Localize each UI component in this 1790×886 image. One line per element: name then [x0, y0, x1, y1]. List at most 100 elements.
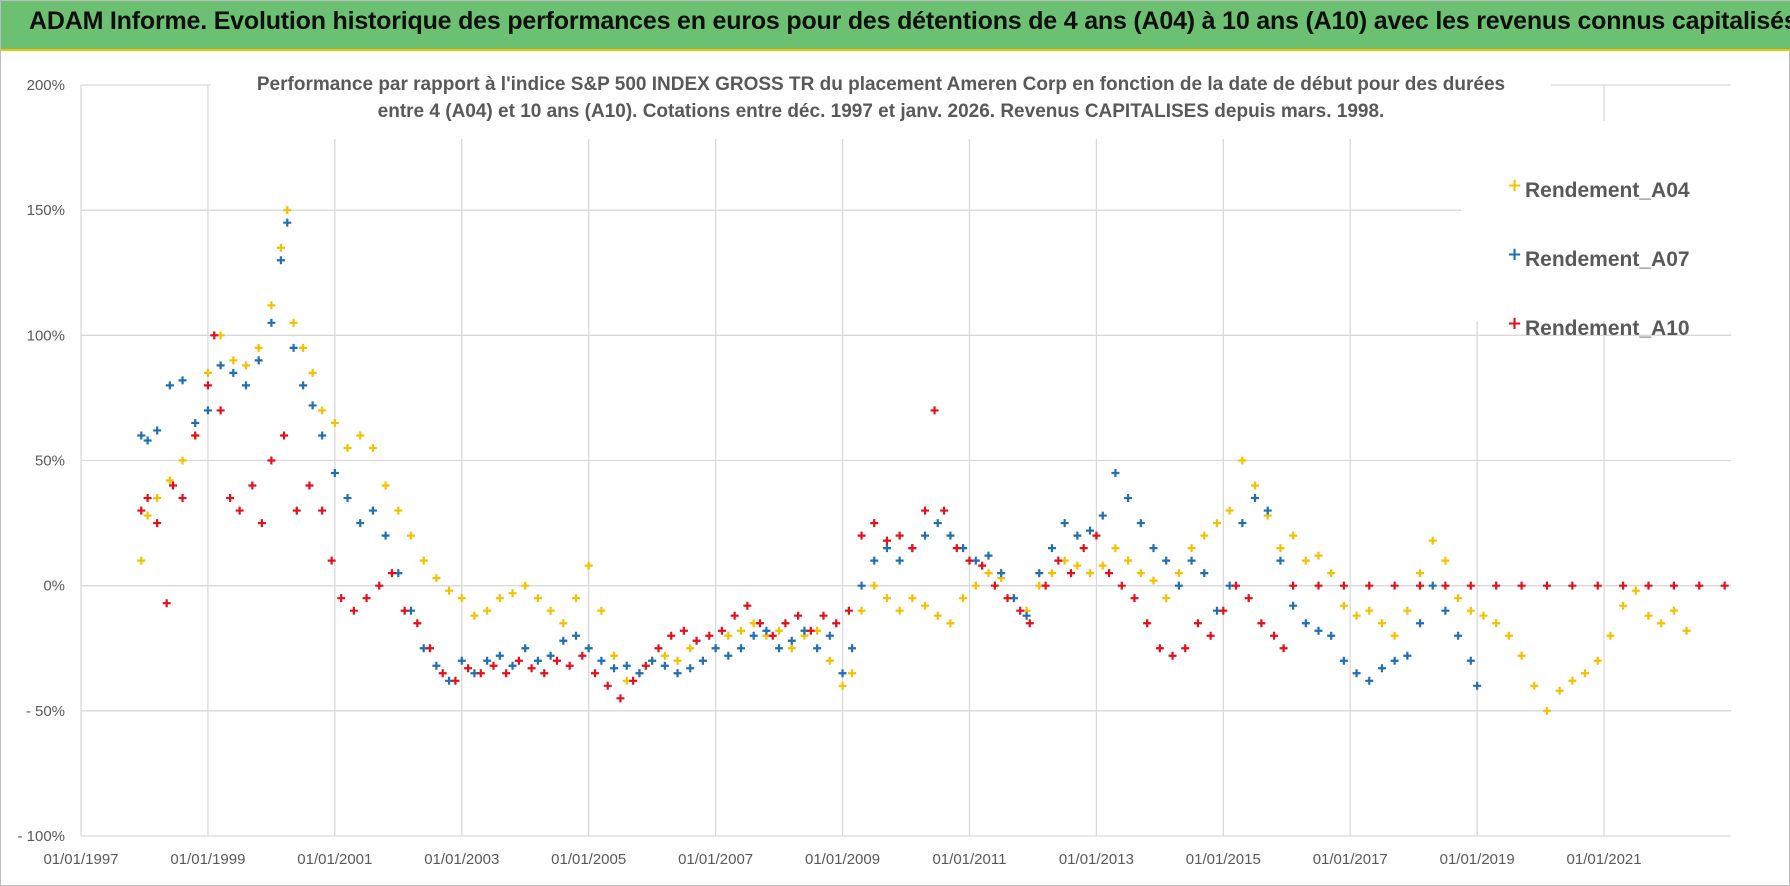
data-point	[1289, 531, 1298, 540]
data-point	[400, 606, 409, 615]
data-point	[356, 519, 365, 528]
data-point	[946, 619, 955, 628]
data-point	[1073, 561, 1082, 570]
data-point	[407, 531, 415, 540]
y-axis-labels: 200% 150% 100% 50% 0% - 50% - 100%	[17, 77, 65, 845]
data-point	[908, 594, 917, 603]
data-point	[1263, 506, 1272, 515]
y-tick-label: - 100%	[17, 828, 65, 845]
data-point	[1060, 519, 1069, 528]
data-point	[521, 581, 530, 590]
x-tick-label: 01/01/2005	[551, 851, 626, 868]
data-point	[1098, 511, 1107, 520]
data-point	[426, 644, 435, 653]
data-point	[559, 619, 568, 628]
data-point	[813, 644, 822, 653]
data-point	[673, 656, 682, 665]
data-point	[1276, 556, 1285, 565]
data-point	[743, 601, 752, 610]
data-point	[1542, 706, 1551, 715]
data-point	[1279, 644, 1288, 653]
data-point	[848, 644, 857, 653]
data-point	[394, 506, 403, 515]
data-point	[1022, 611, 1031, 620]
data-point	[1212, 519, 1221, 528]
data-point	[457, 656, 466, 665]
data-point	[1606, 631, 1615, 640]
data-point	[267, 318, 276, 327]
data-point	[908, 544, 917, 553]
data-point	[356, 431, 365, 440]
data-point	[495, 594, 504, 603]
data-point	[349, 606, 358, 615]
data-point	[318, 506, 327, 515]
data-point	[1644, 581, 1653, 590]
data-point	[749, 631, 758, 640]
data-point	[508, 661, 517, 670]
data-point	[216, 361, 225, 370]
data-point	[984, 551, 993, 560]
data-point	[1124, 494, 1133, 503]
data-point	[143, 494, 152, 503]
data-point	[572, 631, 580, 640]
data-point	[1352, 669, 1361, 678]
data-point	[698, 656, 707, 665]
data-point	[724, 631, 733, 640]
x-tick-label: 01/01/2017	[1313, 851, 1388, 868]
data-point	[292, 506, 301, 515]
data-point	[648, 656, 657, 665]
data-point	[153, 426, 162, 435]
data-point	[1669, 606, 1678, 615]
data-point	[1149, 544, 1158, 553]
chart-title-line-2: entre 4 (A04) et 10 ans (A10). Cotations…	[378, 101, 1385, 122]
data-point	[381, 481, 390, 490]
data-point	[457, 594, 466, 603]
y-tick-label: 100%	[27, 327, 65, 344]
data-point	[1441, 556, 1450, 565]
x-tick-label: 01/01/1997	[43, 851, 118, 868]
data-point	[1619, 601, 1628, 610]
data-point	[1314, 551, 1323, 560]
data-point	[844, 606, 853, 615]
data-point	[870, 581, 879, 590]
data-point	[921, 506, 930, 515]
y-tick-label: 0%	[43, 578, 65, 595]
data-point	[153, 494, 162, 503]
data-point	[1695, 581, 1704, 590]
data-point	[1244, 594, 1253, 603]
data-point	[343, 494, 352, 503]
data-point	[1047, 544, 1056, 553]
data-point	[921, 601, 930, 610]
data-point	[686, 664, 695, 673]
legend-label-a07: Rendement_A07	[1525, 248, 1690, 271]
data-point	[1416, 569, 1425, 578]
data-point	[1143, 619, 1152, 628]
data-point	[1403, 651, 1412, 660]
data-points	[137, 206, 1729, 715]
data-point	[143, 511, 152, 520]
legend-label-a04: Rendement_A04	[1525, 179, 1690, 202]
x-tick-label: 01/01/2015	[1186, 851, 1261, 868]
data-point	[1289, 581, 1298, 590]
data-point	[857, 531, 866, 540]
data-point	[775, 626, 784, 635]
chart-legend: + Rendement_A04 + Rendement_A07 + Rendem…	[1461, 121, 1739, 340]
data-point	[1644, 611, 1653, 620]
data-point	[806, 626, 815, 635]
data-point	[1111, 544, 1120, 553]
data-point	[1492, 619, 1501, 628]
data-point	[276, 256, 285, 265]
series-rendement-a07	[137, 218, 1482, 690]
data-point	[730, 611, 739, 620]
data-point	[959, 594, 968, 603]
data-point	[540, 669, 549, 678]
legend-item-a10: + Rendement_A10	[1507, 313, 1690, 340]
y-tick-label: 200%	[27, 77, 65, 94]
data-point	[584, 561, 593, 570]
data-point	[882, 594, 891, 603]
data-point	[368, 506, 377, 515]
data-point	[870, 556, 879, 565]
data-point	[280, 431, 289, 440]
data-point	[1301, 556, 1310, 565]
